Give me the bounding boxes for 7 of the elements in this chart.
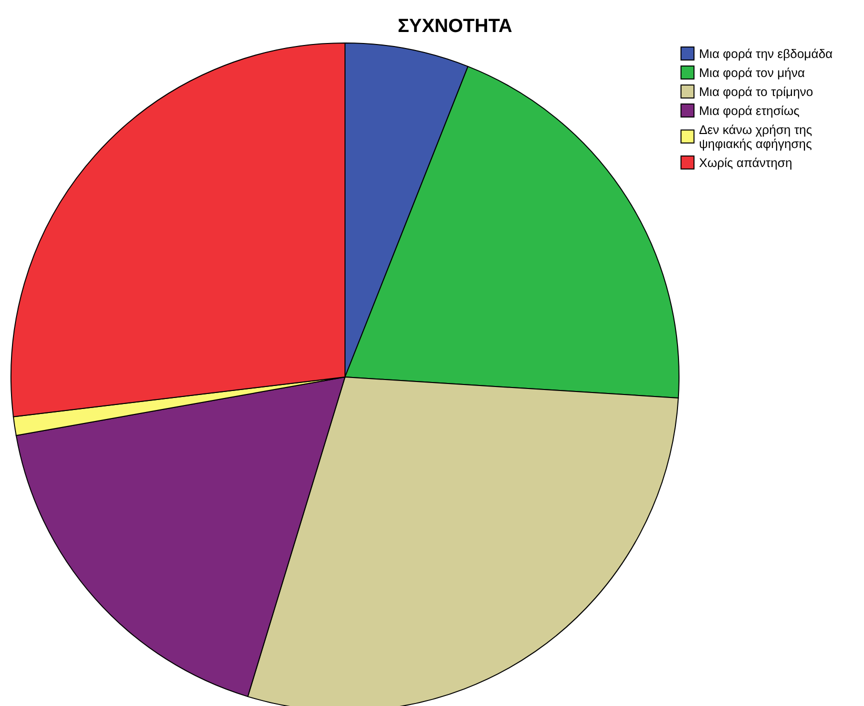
legend-label: Μια φορά το τρίμηνο — [699, 85, 814, 99]
legend-label: Δεν κάνω χρήση της ψηφιακής αφήγησης — [699, 123, 812, 151]
legend-label: Μια φορά τον μήνα — [699, 66, 805, 80]
legend-label: Μια φορά ετησίως — [699, 104, 800, 118]
legend-label: Χωρίς απάντηση — [699, 156, 792, 170]
legend-label: Μια φορά την εβδομάδα — [699, 47, 833, 61]
chart-title: ΣΥΧΝΟΤΗΤΑ — [398, 16, 513, 37]
